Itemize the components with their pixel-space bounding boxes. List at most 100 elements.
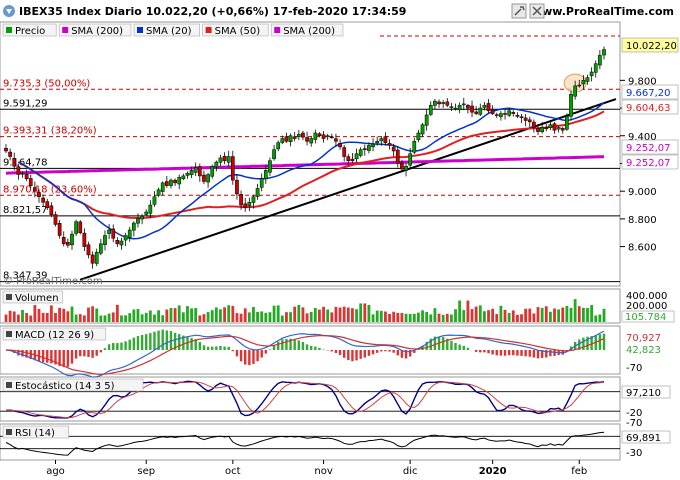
macd-histogram-bar [268,349,272,350]
candle-body [268,160,272,173]
price-badge-label: 9.667,20 [626,88,671,99]
volume-bar [483,311,486,322]
volume-bar [247,312,251,322]
macd-histogram-bar [458,344,461,350]
volume-bar [186,306,189,322]
volume-bar [400,312,404,322]
macd-histogram-bar [516,350,519,356]
volume-bar [491,308,495,322]
volume-bar [70,306,74,322]
legend-swatch [137,27,143,33]
macd-histogram-bar [375,350,379,353]
volume-bar [169,308,173,322]
volume-bar [95,308,99,322]
macd-histogram-bar [62,350,65,368]
candle-body [593,63,598,73]
volume-bar [404,313,408,322]
volume-bar [177,305,181,322]
macd-histogram-bar [153,331,156,350]
volume-bar [540,307,544,322]
candle-body [144,211,149,215]
volume-bar [565,305,569,322]
volume-bar [355,309,358,322]
volume-bar [144,312,148,322]
macd-histogram-bar [462,345,465,350]
macd-histogram-bar [503,350,507,356]
candle-body [354,153,359,160]
macd-histogram-bar [70,350,74,364]
volume-bar [520,314,523,322]
volume-bar [297,305,301,322]
candle-body [367,145,371,151]
legend-swatch [274,27,281,33]
volume-bar [37,308,41,322]
website-label[interactable]: www.ProRealTime.com [532,5,674,18]
volume-bar [441,314,445,322]
volume-bar [8,310,12,322]
volume-bar [140,314,144,322]
macd-series [5,329,606,378]
candle-body [346,156,351,161]
candle-body [24,174,29,179]
candle-body [395,149,400,164]
panel-legend [2,425,69,439]
macd-histogram-bar [454,343,457,350]
candle-body [181,175,186,180]
candle-body [239,194,243,206]
arrow-down-icon[interactable] [3,5,15,17]
close-icon[interactable] [529,3,545,19]
price-axis-label: 9.400 [628,132,657,143]
legends: Precio SMA (200) SMA (20) SMA (50) SMA (200)… [2,23,344,439]
candle-body [313,132,318,140]
volume-bar [326,309,330,322]
candle-body [309,138,314,144]
legend-swatch [62,27,69,33]
stochastic-axis-label: -70 [626,363,642,374]
candle-body [90,254,95,264]
macd-histogram-bar [256,350,259,362]
macd-histogram-bar [499,350,503,356]
volume-bar [210,310,214,322]
volume-bar [41,312,45,322]
candle-body [296,134,301,138]
candle-body [589,71,594,77]
candle-body [556,127,561,130]
volume-bar [173,308,177,322]
wrench-icon[interactable] [511,3,527,19]
volume-bar [103,315,107,322]
volume-bar [598,314,602,322]
volume-bar [78,314,82,322]
macd-histogram-bar [413,350,416,353]
macd-histogram-bar [330,350,334,352]
volume-bar [194,308,198,322]
candle-body [33,187,37,192]
candle-body [214,161,219,168]
sma20-line [18,102,605,240]
panel-legend-swatch [6,294,12,300]
panel-legend-swatch [6,331,12,337]
level-label: 8.970,18 (23,60%) [3,184,97,195]
candle-body [127,229,132,238]
macd-histogram-bar [178,334,181,350]
macd-histogram-bar [120,342,123,350]
level-label: 9.393,31 (38,20%) [3,126,97,137]
candle-body [301,132,305,138]
volume-bar [66,311,70,322]
candle-body [272,149,276,159]
volume-bar [367,304,371,322]
candle-body [420,124,425,135]
volume-bar [577,306,581,322]
candle-body [41,197,45,203]
price-badge-label: 9.604,63 [626,103,671,114]
volume-bar [243,308,247,322]
macd-histogram-bar [528,350,531,357]
candle-body [288,135,293,143]
macd-histogram-bar [507,350,511,356]
macd-histogram-bar [371,350,375,355]
macd-badge-label: 42,823 [626,345,661,356]
panel-legend-label: MACD (12 26 9) [15,330,94,341]
price-axis-label: 8.600 [628,243,657,254]
price-badge-label: 9.252,07 [626,143,671,154]
candle-body [115,240,120,245]
